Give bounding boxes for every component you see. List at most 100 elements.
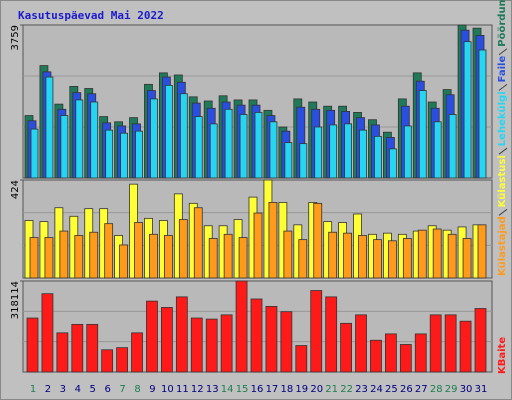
bar [340,322,353,373]
bar [417,229,427,279]
bar [220,314,233,373]
bar [205,318,218,373]
x-tick-label: 5 [90,384,96,395]
bar [208,238,218,279]
bar [119,244,128,279]
bar [387,240,397,279]
x-tick-label: 23 [355,384,368,395]
x-tick-label: 16 [251,384,264,395]
bar [146,300,158,373]
bar [254,112,263,179]
bar [325,296,338,373]
bar [90,101,99,179]
bar [359,129,367,179]
bar [89,231,99,279]
x-tick-label: 14 [221,384,234,395]
bar [299,143,308,179]
bar [388,148,397,179]
x-tick-label: 15 [236,384,249,395]
bar [459,320,472,373]
bar [74,235,84,279]
bar [329,124,338,179]
bar [105,129,114,179]
x-tick-label: 20 [310,384,323,395]
bar [149,233,158,279]
bar [265,305,278,373]
bar [298,239,308,279]
bar [429,314,442,373]
chart-title: Kasutuspäevad Mai 2022 [18,9,164,22]
x-tick-label: 22 [340,384,353,395]
x-tick-label: 21 [325,384,338,395]
bar [29,237,39,279]
x-tick-label: 2 [45,384,51,395]
x-tick-label: 17 [266,384,279,395]
bar [235,280,248,373]
legend-separator [498,83,508,91]
legend-entry: Külastajad [497,216,508,276]
bar [41,293,54,373]
bar [474,308,487,373]
bar [399,344,412,373]
bar [160,307,173,373]
bar [283,230,293,279]
x-tick-label: 29 [445,384,458,395]
bar [104,223,114,279]
bar [314,126,323,179]
legend-separator [498,147,508,155]
x-tick-label: 24 [370,384,383,395]
bar [30,128,39,179]
bar [295,345,308,373]
bar [116,347,128,373]
legend-entry: Pöördumisi [497,0,508,47]
bar [86,323,99,373]
bar [448,114,457,179]
legend-separator [498,208,508,216]
bar [101,349,114,373]
x-tick-label: 8 [134,384,140,395]
bar [190,317,203,373]
bar [403,125,412,179]
bar [280,311,293,373]
y-tick-label: 3759 [10,25,21,50]
bar [45,76,54,179]
bar [224,108,233,179]
legend-entry: Lehekülgi [497,91,508,146]
bar [131,332,143,373]
x-tick-label: 31 [475,384,488,395]
legend-entry: Faile [497,56,508,83]
bar [163,235,173,279]
x-tick-label: 6 [104,384,110,395]
bar [178,219,188,279]
bar [370,339,382,373]
bar [374,135,382,179]
x-tick-label: 7 [119,384,125,395]
bar [358,235,367,279]
bar [135,130,143,179]
x-tick-label: 9 [149,384,155,395]
bar [343,232,353,279]
x-tick-label: 28 [430,384,443,395]
legend-entry: KBaite [497,337,508,374]
bar [284,142,293,179]
bar [269,121,278,179]
bar [478,49,487,179]
bar [432,228,442,279]
bar [418,90,427,179]
bar [120,132,128,179]
bar [164,84,173,179]
bar [44,237,54,279]
x-tick-label: 1 [30,384,36,395]
bar [402,238,412,279]
x-tick-label: 27 [415,384,428,395]
y-tick-label: 318114 [10,281,21,319]
x-tick-label: 13 [206,384,219,395]
bar [462,238,472,279]
x-tick-label: 19 [295,384,308,395]
bar [238,237,248,279]
bar [433,121,442,179]
x-tick-label: 10 [161,384,174,395]
x-tick-label: 18 [280,384,293,395]
x-tick-label: 30 [460,384,473,395]
